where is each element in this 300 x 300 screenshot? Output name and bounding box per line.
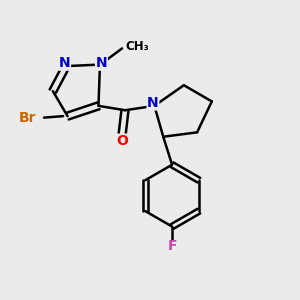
Text: O: O xyxy=(116,134,128,148)
Text: N: N xyxy=(59,56,70,70)
Text: CH₃: CH₃ xyxy=(125,40,149,53)
Text: N: N xyxy=(147,96,159,110)
Text: N: N xyxy=(96,56,107,70)
Text: Br: Br xyxy=(19,111,37,124)
Text: F: F xyxy=(167,239,177,253)
